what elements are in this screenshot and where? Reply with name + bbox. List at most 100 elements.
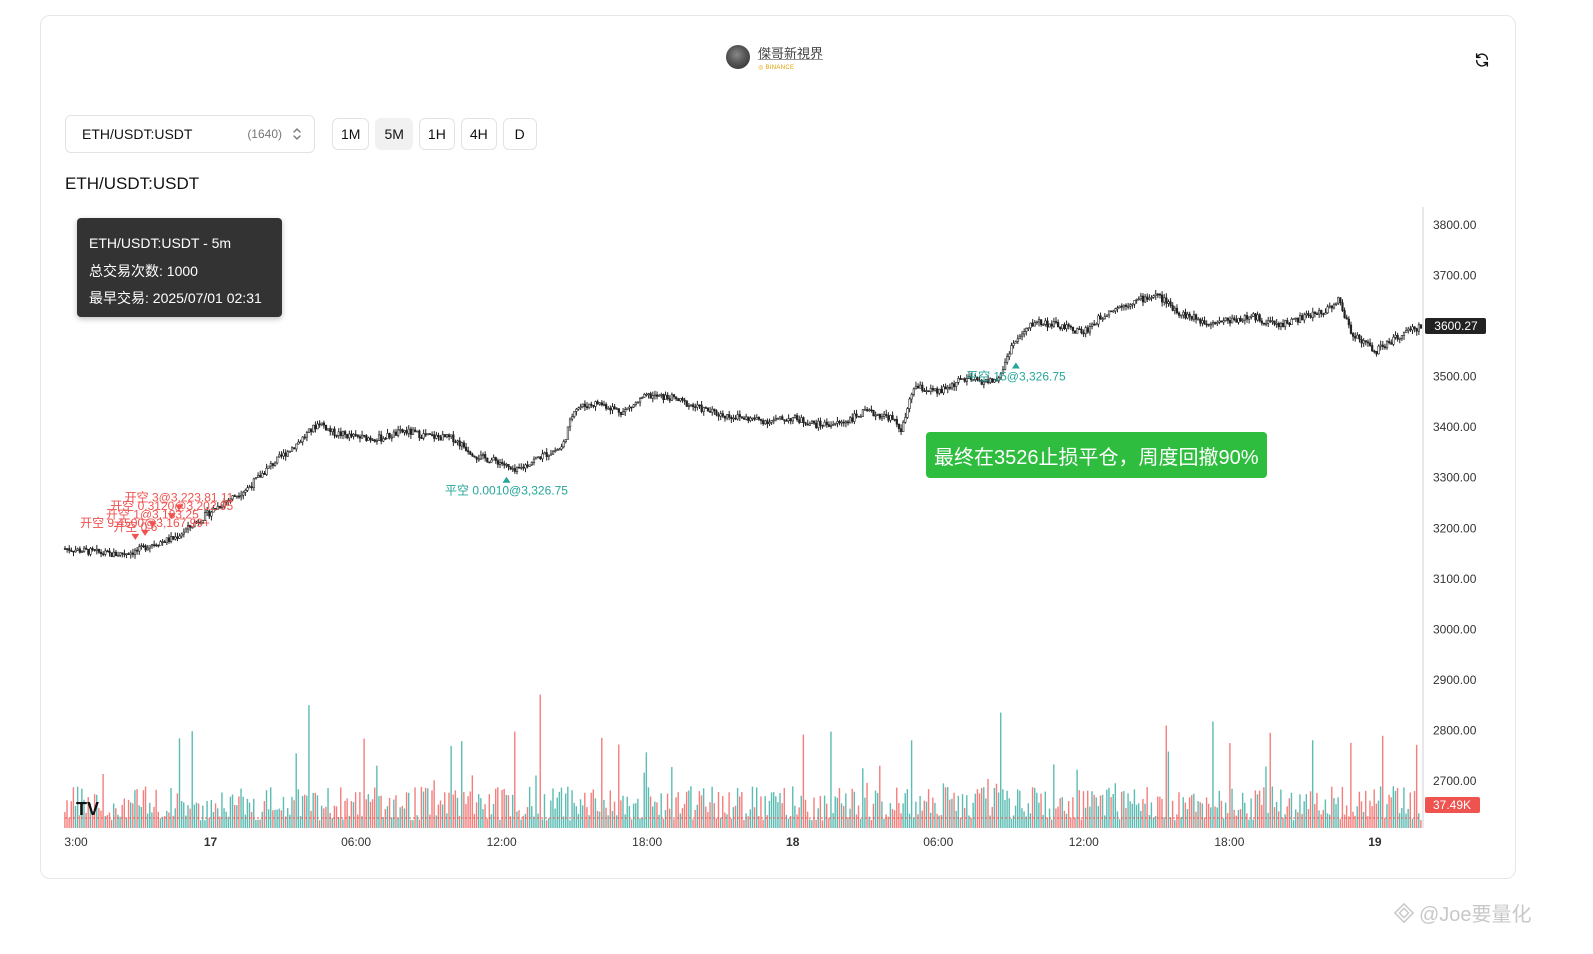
volume-bar xyxy=(335,806,338,828)
volume-bar xyxy=(1140,810,1142,828)
candle xyxy=(473,455,476,458)
trade-label: 开空 0.6 xyxy=(113,520,157,534)
volume-bar xyxy=(853,791,856,828)
candle xyxy=(452,434,455,443)
candle xyxy=(1303,314,1306,321)
volume-bar xyxy=(1371,806,1373,828)
candle xyxy=(619,412,623,415)
candle xyxy=(127,553,130,555)
candle xyxy=(1256,314,1259,321)
volume-bar xyxy=(739,796,741,828)
candle xyxy=(1044,320,1047,325)
candle xyxy=(944,386,947,390)
candle xyxy=(106,550,109,553)
candle xyxy=(223,501,226,507)
candle xyxy=(585,406,589,409)
volume-bar xyxy=(717,792,720,828)
volume-bar xyxy=(1059,798,1061,828)
x-tick-label: 17 xyxy=(204,835,218,849)
volume-bar xyxy=(1309,791,1312,828)
volume-bar xyxy=(142,790,145,828)
candle xyxy=(1010,345,1013,355)
candle xyxy=(310,428,313,433)
candle xyxy=(1110,310,1113,313)
candle xyxy=(681,397,684,401)
timeframe-d-button[interactable]: D xyxy=(502,118,537,150)
volume-bar xyxy=(244,814,246,828)
candle xyxy=(318,423,321,426)
volume-bar xyxy=(575,806,578,828)
tradingview-logo-icon[interactable]: TV xyxy=(76,799,99,819)
timeframe-1m-button[interactable]: 1M xyxy=(332,118,370,150)
volume-bar xyxy=(772,792,775,828)
volume-bar xyxy=(119,816,121,828)
annotation-callout: 最终在3526止损平仓，周度回撤90% xyxy=(926,432,1267,478)
timeframe-1h-button[interactable]: 1H xyxy=(418,118,455,150)
volume-bar xyxy=(96,794,98,828)
candle xyxy=(358,436,362,439)
volume-bar xyxy=(494,788,497,828)
volume-bar xyxy=(548,818,550,828)
volume-bar xyxy=(206,800,208,828)
candle xyxy=(420,437,423,440)
volume-bar xyxy=(664,810,667,828)
x-tick-label: 06:00 xyxy=(923,835,953,849)
volume-bar xyxy=(1120,791,1123,828)
candle xyxy=(142,545,145,548)
tooltip-trade-count: 总交易次数: 1000 xyxy=(89,262,198,279)
candle xyxy=(713,408,716,412)
volume-bar xyxy=(915,801,917,828)
candle xyxy=(458,440,461,447)
candle xyxy=(1203,320,1206,325)
symbol-select[interactable]: ETH/USDT:USDT (1640) xyxy=(65,115,315,153)
volume-bar xyxy=(1256,794,1259,828)
volume-bar xyxy=(936,813,938,828)
candle xyxy=(1222,320,1225,323)
volume-bar xyxy=(331,818,333,828)
timeframe-5m-button[interactable]: 5M xyxy=(375,118,413,150)
candle xyxy=(685,400,688,407)
volume-bar xyxy=(1358,791,1361,828)
candle xyxy=(878,413,881,419)
candle xyxy=(384,438,387,440)
candle xyxy=(450,434,453,438)
candle xyxy=(912,388,915,395)
candle xyxy=(216,506,219,510)
volume-bar xyxy=(898,803,900,828)
volume-bar xyxy=(851,788,853,828)
volume-bar xyxy=(1082,791,1085,828)
volume-bar xyxy=(146,813,149,828)
brand-exchange: ◎ BINANCE xyxy=(758,65,795,71)
volume-bar xyxy=(520,819,522,828)
volume-bar xyxy=(1080,819,1083,828)
timeframe-4h-button[interactable]: 4H xyxy=(460,118,497,150)
candle xyxy=(1415,328,1418,332)
candle xyxy=(1315,313,1319,315)
brand-name[interactable]: 傑哥新視界 xyxy=(758,46,824,61)
candle xyxy=(511,468,514,470)
last-price-tag xyxy=(1425,317,1486,334)
candle xyxy=(231,495,234,500)
candle xyxy=(167,537,171,542)
volume-bar xyxy=(787,818,790,828)
candle xyxy=(1281,322,1285,327)
candle xyxy=(203,512,207,521)
candle xyxy=(573,411,576,417)
candle xyxy=(558,448,561,451)
volume-bar xyxy=(590,792,592,828)
volume-bar xyxy=(424,787,427,828)
volume-bar xyxy=(89,803,92,828)
refresh-button[interactable] xyxy=(1472,50,1492,70)
candle xyxy=(1105,314,1109,317)
volume-bar xyxy=(1367,816,1369,828)
volume-bar xyxy=(456,797,459,828)
candle xyxy=(757,417,761,420)
candle xyxy=(885,413,888,416)
candle xyxy=(390,436,393,439)
volume-bar xyxy=(1137,803,1140,828)
candle xyxy=(1008,353,1011,357)
candle xyxy=(1148,297,1151,300)
volume-bar xyxy=(734,805,737,828)
volume-bar xyxy=(242,796,244,828)
